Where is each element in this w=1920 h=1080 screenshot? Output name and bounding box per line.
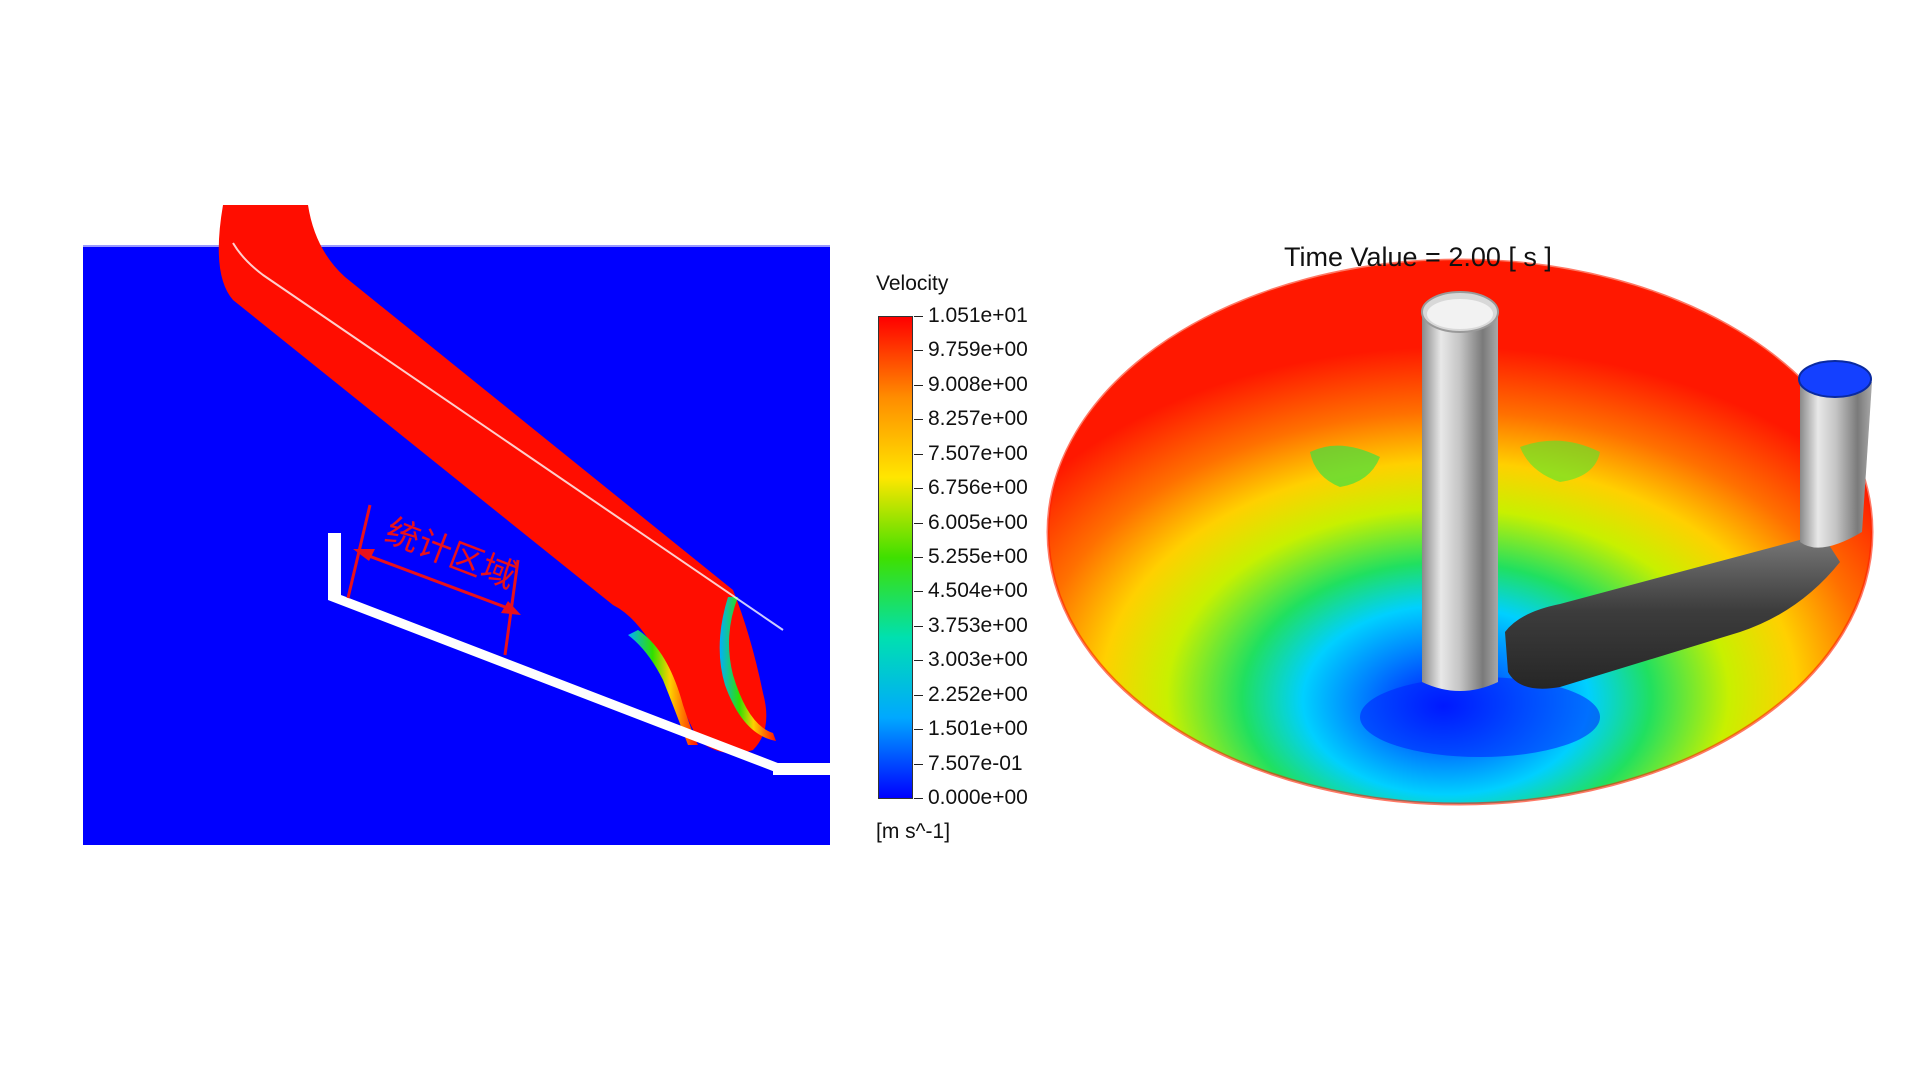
legend-tick — [914, 523, 923, 524]
legend-tick — [914, 419, 923, 420]
legend-title: Velocity — [876, 272, 949, 295]
bowl-rim-shadow — [1046, 258, 1874, 806]
legend-tick-label: 1.051e+01 — [928, 304, 1028, 327]
plate-end-block — [773, 763, 830, 775]
legend-tick-label: 3.003e+00 — [928, 648, 1028, 671]
legend-tick-label: 3.753e+00 — [928, 614, 1028, 637]
statistics-region-annotation — [346, 504, 521, 656]
legend-tick — [914, 454, 923, 455]
legend-tick-label: 6.756e+00 — [928, 476, 1028, 499]
velocity-surface-3d: Time Value = 2.00 [ s ] — [1040, 232, 1890, 832]
legend-tick — [914, 591, 923, 592]
contour-2d-svg: 统计区域 — [83, 205, 830, 845]
legend-tick-label: 7.507e-01 — [928, 752, 1023, 775]
velocity-contour-2d: 统计区域 — [83, 205, 830, 850]
jet-edge-right — [719, 597, 776, 741]
legend-tick-label: 4.504e+00 — [928, 579, 1028, 602]
inclined-plate — [328, 533, 783, 775]
velocity-legend: Velocity 1.051e+01 9.759e+00 9.008e+00 8.25… — [876, 272, 1046, 852]
legend-tick — [914, 316, 923, 317]
surface-3d-svg — [1046, 258, 1874, 806]
legend-tick-label: 7.507e+00 — [928, 442, 1028, 465]
legend-tick-label: 9.759e+00 — [928, 338, 1028, 361]
legend-tick-label: 8.257e+00 — [928, 407, 1028, 430]
legend-tick-label: 5.255e+00 — [928, 545, 1028, 568]
blue-trough — [1360, 677, 1600, 757]
legend-tick — [914, 660, 923, 661]
outlet-pipe-cap — [1798, 360, 1872, 398]
green-patch — [1310, 445, 1380, 487]
legend-tick — [914, 350, 923, 351]
legend-tick — [914, 488, 923, 489]
legend-tick — [914, 764, 923, 765]
central-pipe — [1422, 312, 1498, 691]
legend-tick — [914, 729, 923, 730]
central-pipe-top-inner — [1427, 299, 1493, 329]
green-patch — [1520, 440, 1600, 482]
time-value-label: Time Value = 2.00 [ s ] — [1284, 242, 1552, 272]
inclined-chute — [1505, 534, 1840, 689]
legend-labels: 1.051e+01 9.759e+00 9.008e+00 8.257e+00 7.50… — [928, 304, 1053, 809]
legend-tick — [914, 385, 923, 386]
legend-tick — [914, 695, 923, 696]
legend-tick-label: 2.252e+00 — [928, 683, 1028, 706]
legend-tick-label: 9.008e+00 — [928, 373, 1028, 396]
legend-ticks — [914, 316, 924, 799]
domain-top-edge — [83, 242, 830, 247]
legend-colorbar — [878, 316, 913, 799]
legend-tick-label: 1.501e+00 — [928, 717, 1028, 740]
outlet-pipe — [1800, 380, 1872, 548]
legend-tick — [914, 557, 923, 558]
legend-tick-label: 6.005e+00 — [928, 511, 1028, 534]
legend-tick — [914, 798, 923, 799]
legend-tick — [914, 626, 923, 627]
jet-surface-line — [232, 242, 784, 631]
legend-unit: [m s^-1] — [876, 820, 951, 843]
legend-tick-label: 0.000e+00 — [928, 786, 1028, 809]
jet-edge-left — [628, 630, 698, 745]
jet-stream — [218, 205, 767, 754]
